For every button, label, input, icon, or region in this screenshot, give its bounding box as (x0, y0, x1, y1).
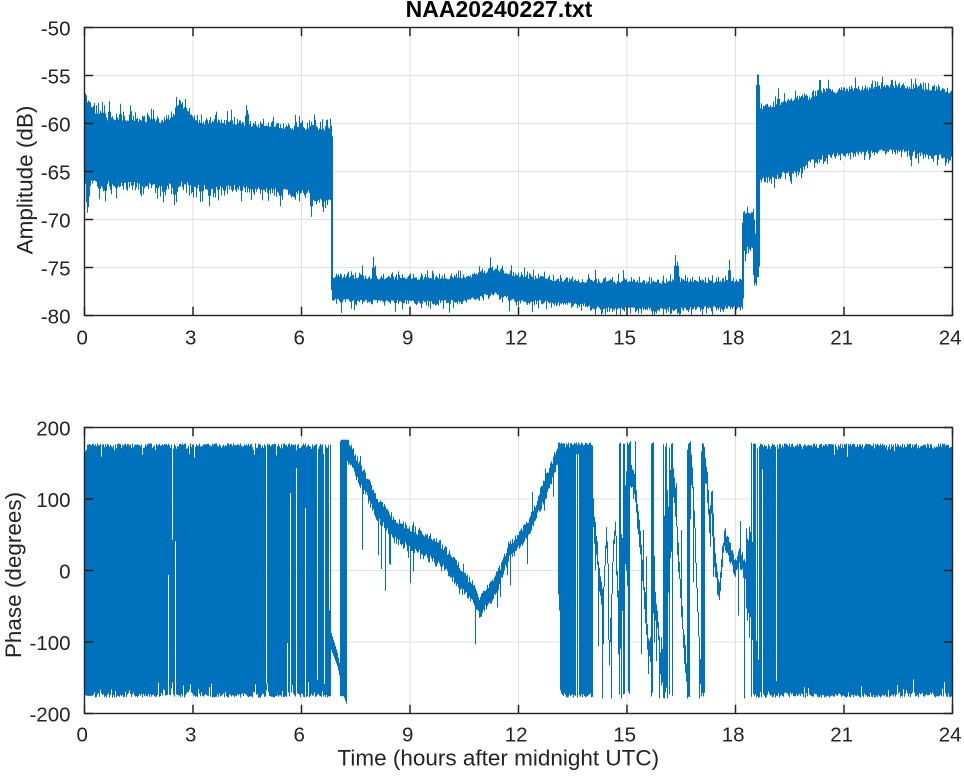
svg-text:24: 24 (939, 724, 962, 747)
svg-text:15: 15 (613, 327, 636, 350)
svg-text:6: 6 (293, 724, 304, 747)
svg-text:200: 200 (36, 418, 70, 441)
svg-text:12: 12 (505, 724, 528, 747)
svg-text:-100: -100 (29, 632, 70, 655)
svg-text:-200: -200 (29, 704, 70, 727)
svg-text:18: 18 (722, 724, 745, 747)
svg-text:Time (hours after midnight UTC: Time (hours after midnight UTC) (337, 746, 659, 771)
svg-text:24: 24 (939, 327, 962, 350)
svg-text:15: 15 (613, 724, 636, 747)
svg-text:-60: -60 (41, 113, 71, 136)
svg-text:-50: -50 (41, 17, 71, 40)
svg-text:9: 9 (402, 724, 413, 747)
svg-text:0: 0 (76, 724, 87, 747)
svg-text:3: 3 (185, 724, 196, 747)
svg-text:NAA20240227.txt: NAA20240227.txt (406, 0, 593, 22)
svg-text:Amplitude (dB): Amplitude (dB) (13, 106, 38, 255)
svg-text:100: 100 (36, 489, 70, 512)
svg-text:0: 0 (76, 327, 87, 350)
svg-text:-70: -70 (41, 209, 71, 232)
svg-text:21: 21 (830, 327, 853, 350)
svg-text:-75: -75 (41, 257, 71, 280)
svg-text:Phase (degrees): Phase (degrees) (1, 492, 26, 658)
svg-text:0: 0 (59, 561, 70, 584)
svg-text:-55: -55 (41, 65, 71, 88)
svg-text:6: 6 (293, 327, 304, 350)
svg-text:9: 9 (402, 327, 413, 350)
svg-text:-80: -80 (41, 305, 71, 328)
svg-text:-65: -65 (41, 161, 71, 184)
svg-text:18: 18 (722, 327, 745, 350)
svg-text:3: 3 (185, 327, 196, 350)
svg-text:21: 21 (830, 724, 853, 747)
svg-text:12: 12 (505, 327, 528, 350)
